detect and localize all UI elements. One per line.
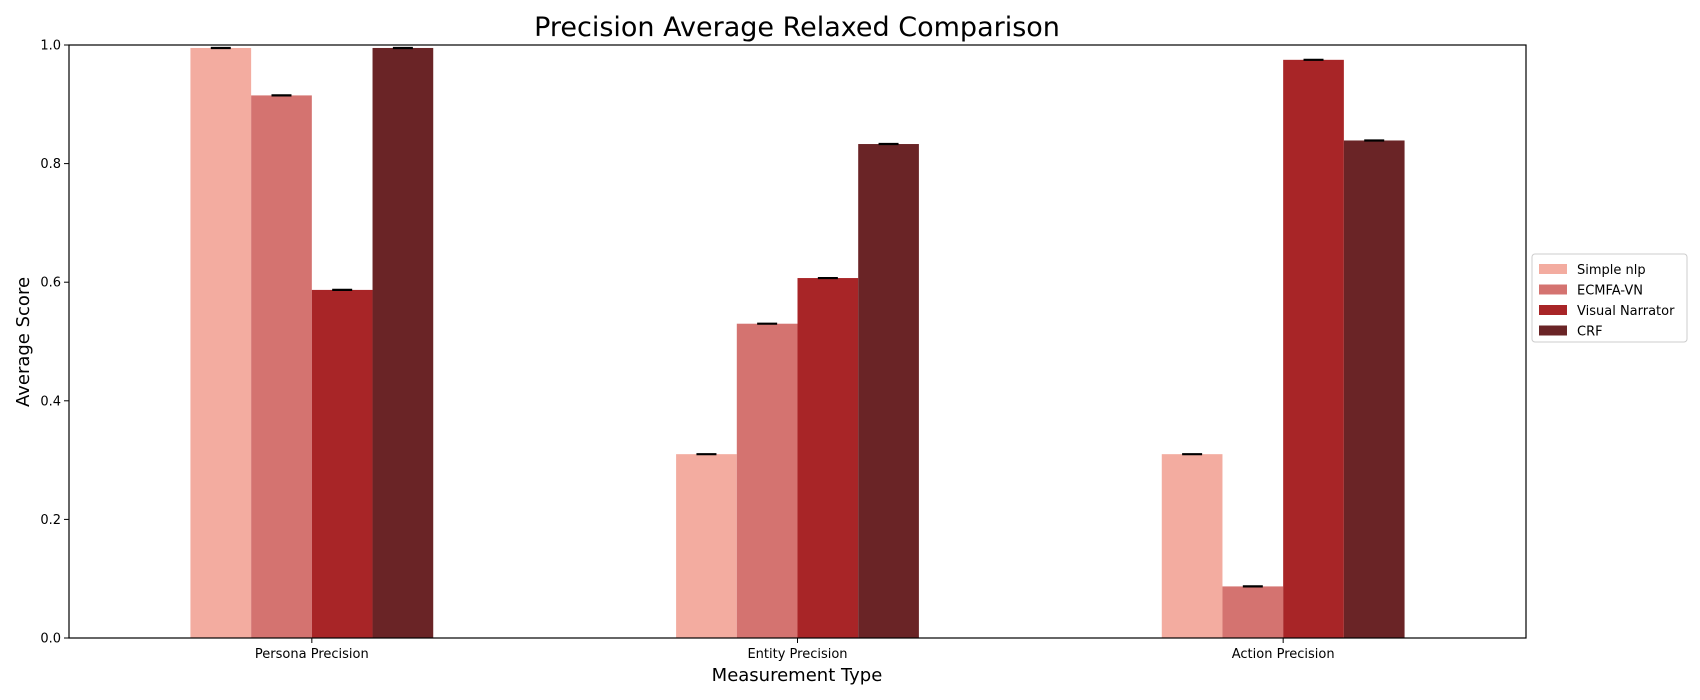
- chart-title: Precision Average Relaxed Comparison: [534, 12, 1060, 43]
- bar-simple-nlp-0: [190, 47, 252, 638]
- y-tick-label: 1.0: [40, 39, 61, 54]
- x-tick-label: Persona Precision: [255, 647, 369, 662]
- x-axis-label: Measurement Type: [712, 665, 883, 686]
- bar-simple-nlp-2: [1161, 454, 1223, 638]
- y-tick-label: 0.2: [40, 513, 61, 528]
- x-axis: Persona Precision Entity Precision Action …: [255, 638, 1335, 662]
- y-tick-label: 0.0: [40, 632, 61, 647]
- x-tick-label: Action Precision: [1232, 647, 1335, 662]
- y-tick-label: 0.8: [40, 157, 61, 172]
- legend-swatch: [1539, 284, 1567, 295]
- bars-group: [190, 47, 1405, 638]
- legend-swatch: [1539, 325, 1567, 336]
- bar-ecmfa-vn-1: [736, 323, 798, 638]
- bar-crf-2: [1343, 140, 1405, 638]
- legend: Simple nlp ECMFA-VN Visual Narrator CRF: [1531, 253, 1688, 343]
- y-axis-label: Average Score: [13, 277, 34, 407]
- bar-visual-narrator-1: [797, 278, 859, 638]
- legend-label: ECMFA-VN: [1577, 284, 1643, 299]
- bar-crf-1: [858, 144, 919, 638]
- y-tick-label: 0.4: [40, 394, 61, 409]
- y-axis: 0.0 0.2 0.4 0.6 0.8 1.0: [40, 39, 69, 647]
- legend-box: [1531, 253, 1688, 343]
- x-tick-label: Entity Precision: [747, 647, 847, 662]
- bar-ecmfa-vn-2: [1222, 586, 1284, 638]
- legend-label: CRF: [1577, 325, 1603, 340]
- legend-swatch: [1539, 305, 1567, 315]
- legend-label: Visual Narrator: [1577, 304, 1675, 319]
- bar-simple-nlp-1: [676, 454, 737, 638]
- legend-swatch: [1539, 264, 1567, 274]
- error-bars-group: [210, 46, 1385, 588]
- bar-ecmfa-vn-0: [251, 95, 312, 638]
- bar-crf-0: [372, 47, 434, 638]
- y-tick-label: 0.6: [40, 276, 61, 291]
- bar-visual-narrator-2: [1283, 59, 1344, 638]
- bar-visual-narrator-0: [311, 289, 373, 638]
- legend-label: Simple nlp: [1577, 263, 1646, 278]
